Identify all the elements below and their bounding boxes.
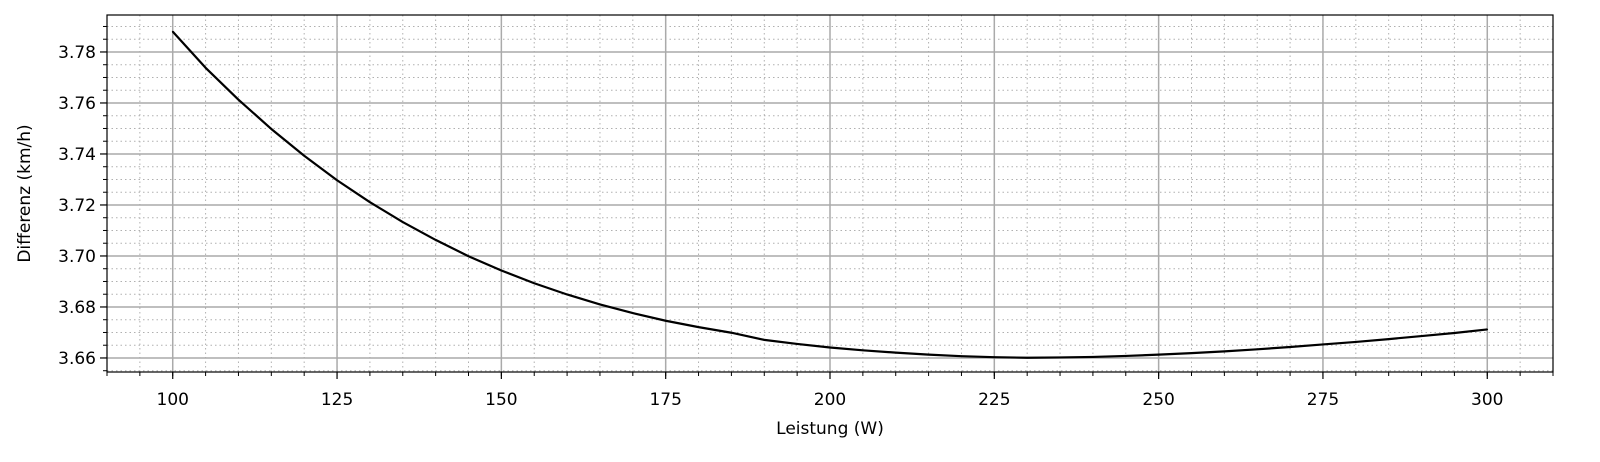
x-tick-labels: 100 125 150 175 200 225 250 275 300	[157, 390, 1504, 410]
y-tick-label: 3.74	[58, 145, 96, 165]
data-point	[927, 353, 930, 356]
data-point	[336, 179, 338, 182]
data-point	[697, 326, 700, 328]
data-point	[1059, 356, 1061, 359]
data-point	[894, 351, 897, 354]
data-point	[500, 269, 503, 272]
data-point	[1026, 356, 1028, 359]
data-point	[1355, 341, 1357, 343]
data-point	[730, 331, 733, 334]
data-point	[1223, 350, 1226, 353]
x-tick-label: 250	[1142, 390, 1174, 410]
data-point	[796, 343, 798, 345]
y-tick-label: 3.78	[58, 43, 96, 63]
series-layer	[171, 30, 1489, 359]
data-point	[1387, 338, 1390, 340]
data-point	[993, 356, 996, 359]
data-point	[1289, 346, 1291, 348]
y-tick-label: 3.76	[58, 94, 96, 114]
data-point	[1453, 332, 1456, 334]
data-point	[467, 255, 470, 258]
data-point	[1322, 343, 1324, 346]
data-point	[434, 239, 437, 241]
y-tick-label: 3.72	[58, 196, 96, 216]
data-point	[1190, 352, 1193, 354]
data-point	[533, 282, 536, 285]
data-point	[566, 293, 568, 296]
data-point	[401, 221, 404, 223]
y-axis-label: Differenz (km/h)	[15, 124, 35, 262]
x-tick-label: 100	[157, 390, 189, 410]
x-tick-label: 225	[978, 390, 1010, 410]
data-point	[1124, 355, 1127, 357]
data-point	[763, 339, 766, 341]
major-gridlines	[107, 15, 1553, 372]
y-tick-label: 3.66	[58, 349, 96, 369]
data-point	[204, 66, 207, 69]
data-point	[632, 312, 634, 314]
data-point	[599, 303, 601, 306]
x-tick-label: 275	[1307, 390, 1339, 410]
data-point	[862, 349, 864, 352]
data-point	[1420, 335, 1423, 337]
data-point	[1256, 348, 1259, 351]
y-tick-label: 3.68	[58, 298, 96, 318]
axis-ticks	[100, 25, 1554, 379]
data-point	[664, 319, 667, 322]
y-tick-label: 3.70	[58, 247, 96, 267]
x-tick-label: 125	[321, 390, 353, 410]
data-point	[237, 98, 240, 101]
x-tick-label: 150	[485, 390, 517, 410]
y-tick-labels: 3.66 3.68 3.70 3.72 3.74 3.76 3.78	[58, 43, 96, 369]
data-point	[171, 30, 174, 33]
data-point	[1486, 328, 1489, 331]
data-point	[270, 128, 273, 130]
x-tick-label: 175	[649, 390, 681, 410]
x-axis-label: Leistung (W)	[776, 419, 884, 439]
data-point	[1157, 353, 1160, 356]
data-point	[369, 201, 371, 203]
data-point	[303, 154, 305, 157]
x-tick-label: 300	[1471, 390, 1503, 410]
x-tick-label: 200	[814, 390, 846, 410]
data-point	[1092, 356, 1094, 358]
data-point	[829, 346, 831, 349]
data-point	[960, 355, 963, 357]
